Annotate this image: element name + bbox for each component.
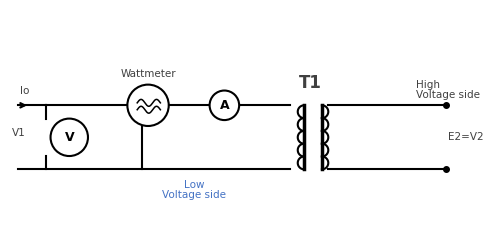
Text: A: A [220,99,229,112]
Text: Io: Io [20,86,30,97]
Text: Voltage side: Voltage side [162,190,226,200]
Circle shape [50,118,88,156]
Text: High: High [416,80,440,90]
Circle shape [128,84,168,126]
Text: E2=V2: E2=V2 [448,132,484,142]
Text: T1: T1 [299,74,322,92]
Text: Low: Low [184,180,204,190]
Text: V: V [64,131,74,144]
Text: Voltage side: Voltage side [416,90,480,101]
Text: Wattmeter: Wattmeter [120,69,176,79]
Circle shape [210,90,239,120]
Text: V1: V1 [12,128,26,138]
